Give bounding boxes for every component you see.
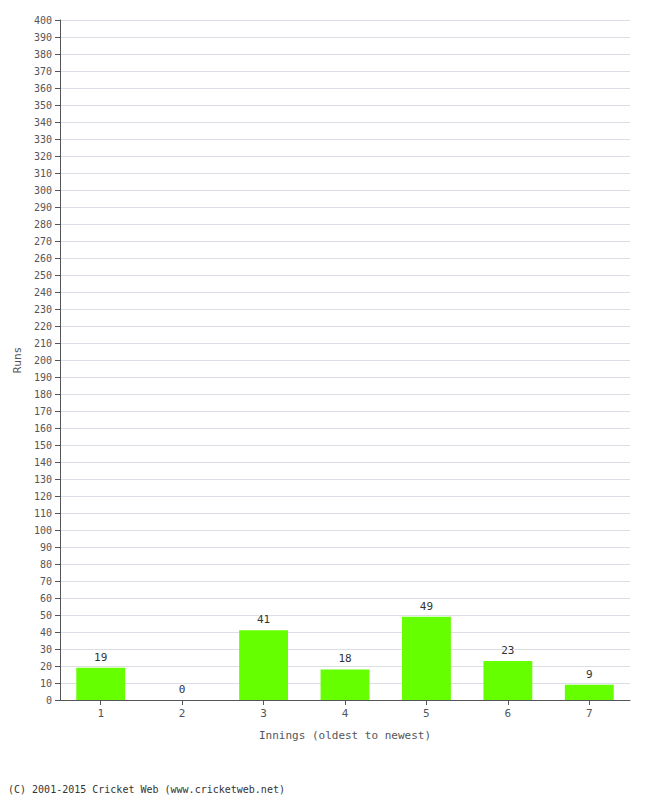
svg-text:240: 240 — [34, 287, 52, 298]
svg-text:360: 360 — [34, 83, 52, 94]
svg-text:7: 7 — [586, 707, 593, 720]
svg-text:40: 40 — [40, 627, 52, 638]
svg-text:370: 370 — [34, 66, 52, 77]
svg-text:4: 4 — [342, 707, 349, 720]
svg-text:90: 90 — [40, 542, 52, 553]
svg-text:270: 270 — [34, 236, 52, 247]
svg-text:6: 6 — [505, 707, 512, 720]
svg-text:30: 30 — [40, 644, 52, 655]
svg-text:280: 280 — [34, 219, 52, 230]
svg-text:130: 130 — [34, 474, 52, 485]
svg-text:260: 260 — [34, 253, 52, 264]
svg-text:210: 210 — [34, 338, 52, 349]
svg-text:9: 9 — [586, 668, 593, 681]
svg-text:190: 190 — [34, 372, 52, 383]
svg-text:170: 170 — [34, 406, 52, 417]
svg-text:110: 110 — [34, 508, 52, 519]
svg-text:320: 320 — [34, 151, 52, 162]
svg-text:1: 1 — [97, 707, 104, 720]
svg-text:290: 290 — [34, 202, 52, 213]
svg-text:50: 50 — [40, 610, 52, 621]
svg-text:10: 10 — [40, 678, 52, 689]
svg-text:150: 150 — [34, 440, 52, 451]
svg-text:70: 70 — [40, 576, 52, 587]
svg-text:18: 18 — [338, 652, 351, 665]
svg-text:380: 380 — [34, 49, 52, 60]
svg-text:19: 19 — [94, 651, 107, 664]
svg-text:330: 330 — [34, 134, 52, 145]
svg-text:390: 390 — [34, 32, 52, 43]
svg-text:220: 220 — [34, 321, 52, 332]
svg-text:(C) 2001-2015 Cricket Web (www: (C) 2001-2015 Cricket Web (www.cricketwe… — [8, 784, 285, 795]
svg-text:60: 60 — [40, 593, 52, 604]
svg-text:180: 180 — [34, 389, 52, 400]
svg-text:100: 100 — [34, 525, 52, 536]
svg-text:400: 400 — [34, 15, 52, 26]
svg-text:2: 2 — [179, 707, 186, 720]
svg-text:140: 140 — [34, 457, 52, 468]
svg-text:Runs: Runs — [11, 347, 24, 374]
svg-text:200: 200 — [34, 355, 52, 366]
svg-text:41: 41 — [257, 613, 270, 626]
svg-text:300: 300 — [34, 185, 52, 196]
svg-text:5: 5 — [423, 707, 430, 720]
svg-text:20: 20 — [40, 661, 52, 672]
svg-text:0: 0 — [46, 695, 52, 706]
svg-text:0: 0 — [179, 683, 186, 696]
svg-text:250: 250 — [34, 270, 52, 281]
svg-text:230: 230 — [34, 304, 52, 315]
svg-text:340: 340 — [34, 117, 52, 128]
svg-text:350: 350 — [34, 100, 52, 111]
svg-text:Innings (oldest to newest): Innings (oldest to newest) — [259, 729, 431, 742]
svg-text:160: 160 — [34, 423, 52, 434]
svg-text:3: 3 — [260, 707, 267, 720]
svg-text:49: 49 — [420, 600, 433, 613]
svg-text:120: 120 — [34, 491, 52, 502]
svg-text:80: 80 — [40, 559, 52, 570]
svg-text:23: 23 — [501, 644, 514, 657]
svg-text:310: 310 — [34, 168, 52, 179]
